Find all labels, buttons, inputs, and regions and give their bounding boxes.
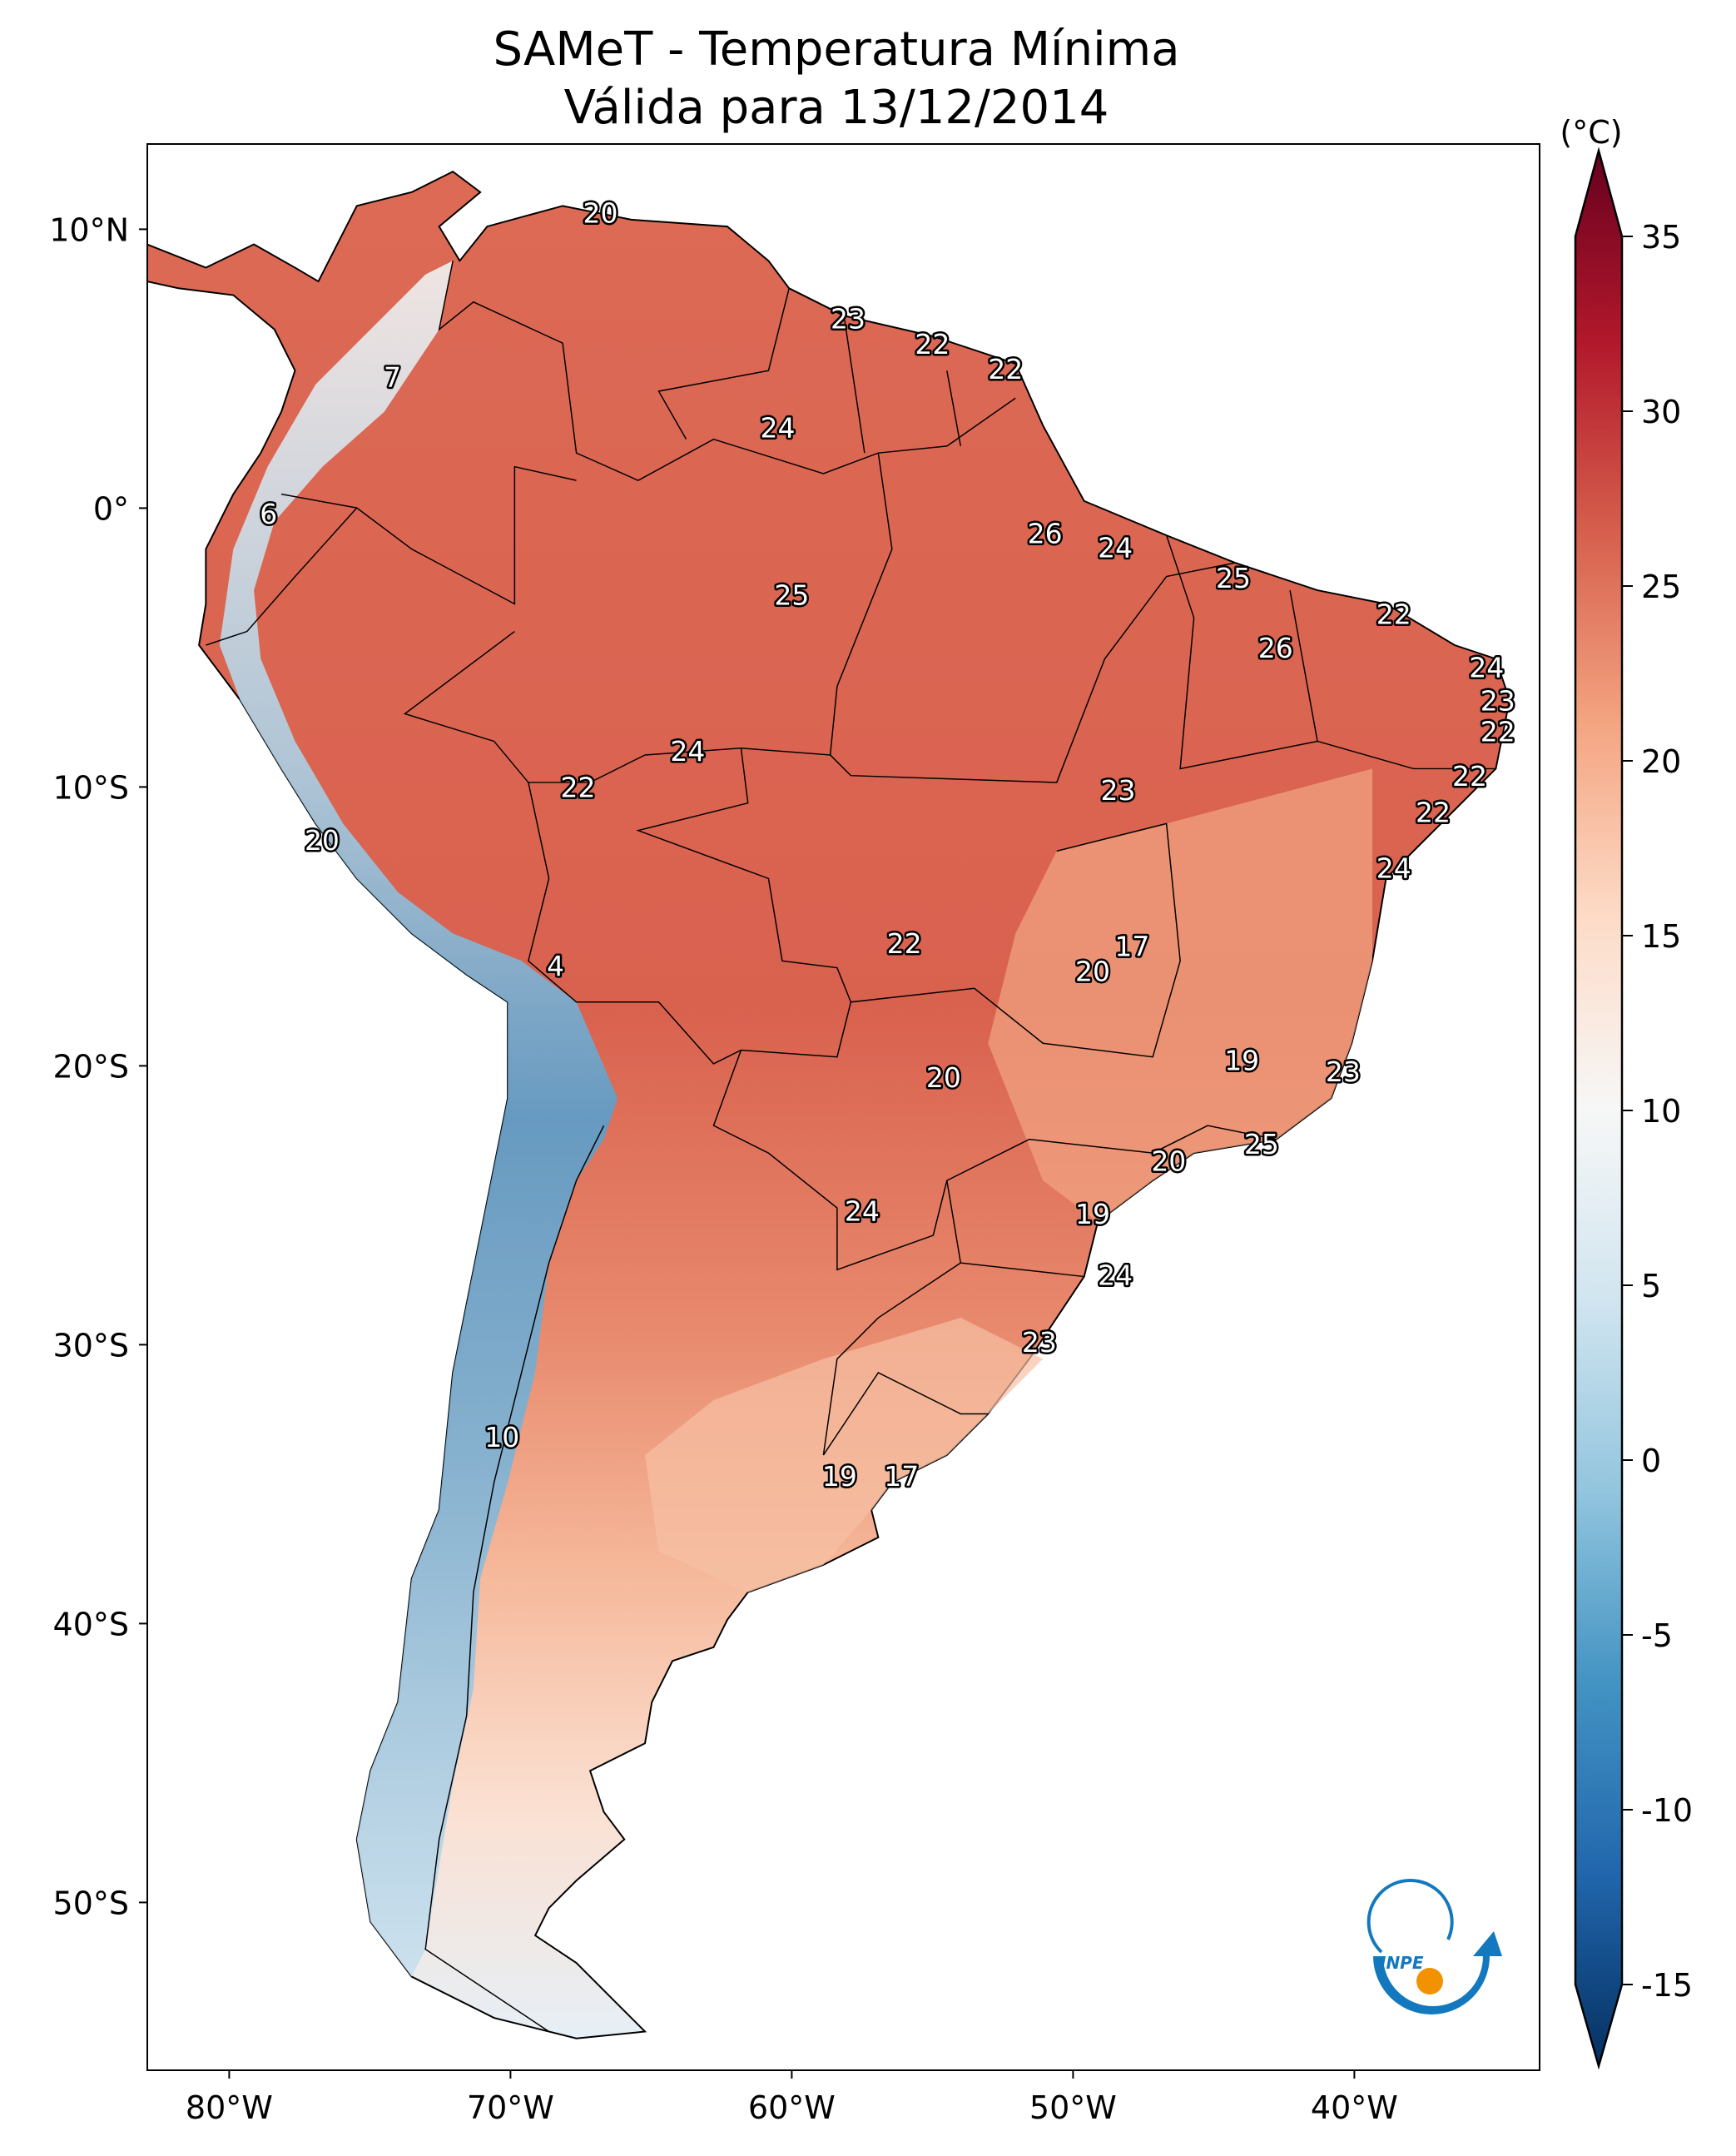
temperature-label: 19 xyxy=(822,1460,857,1493)
temperature-label: 17 xyxy=(884,1460,919,1493)
temperature-label: 20 xyxy=(1151,1145,1186,1177)
longitude-axis: 80°W 70°W 60°W 50°W 40°W xyxy=(186,2070,1398,2126)
latitude-axis: 10°N 0° 10°S 20°S 30°S 40°S 50°S xyxy=(49,211,147,1921)
colorbar-tick-label: 25 xyxy=(1641,569,1681,605)
temperature-label: 17 xyxy=(1114,930,1149,962)
temperature-label: 23 xyxy=(1326,1056,1361,1088)
temperature-label: 23 xyxy=(1022,1326,1057,1359)
temperature-label: 4 xyxy=(547,950,564,982)
colorbar-tick-label: 0 xyxy=(1641,1443,1661,1479)
temperature-label: 20 xyxy=(1075,956,1110,988)
temperature-label: 6 xyxy=(260,498,277,530)
lat-tick-label: 30°S xyxy=(53,1327,129,1364)
temperature-label: 24 xyxy=(1469,651,1504,683)
temperature-label: 24 xyxy=(670,735,705,768)
title-line2: Válida para 13/12/2014 xyxy=(564,81,1109,135)
colorbar-tick-label: 5 xyxy=(1641,1268,1661,1304)
lon-tick-label: 50°W xyxy=(1029,2089,1117,2126)
colorbar-tick-label: 10 xyxy=(1641,1093,1681,1130)
temperature-label: 22 xyxy=(1481,715,1515,748)
logo-ring xyxy=(1366,1879,1454,1954)
temperature-label: 22 xyxy=(561,771,596,803)
temperature-label: 26 xyxy=(1258,632,1293,664)
temperature-label: 19 xyxy=(1075,1198,1110,1230)
temperature-label: 7 xyxy=(384,361,401,394)
lon-tick-label: 70°W xyxy=(467,2089,554,2126)
temperature-label: 25 xyxy=(1216,562,1251,594)
colorbar-ticks: 35 30 25 20 15 10 5 0 -5 -10 -15 xyxy=(1622,219,1693,2004)
andes-cold-region xyxy=(219,261,618,1977)
temperature-label: 22 xyxy=(915,328,950,360)
lon-tick-label: 80°W xyxy=(186,2089,273,2126)
temperature-label: 22 xyxy=(1416,797,1451,829)
temperature-label: 24 xyxy=(1376,852,1411,885)
colorbar: (°C) 35 30 25 20 15 10 5 0 -5 -10 -15 xyxy=(1560,114,1693,2070)
temperature-label: 22 xyxy=(1376,599,1411,631)
country-borders xyxy=(206,261,1496,2033)
lon-tick-label: 60°W xyxy=(748,2089,836,2126)
temperature-label: 20 xyxy=(305,824,340,857)
colorbar-unit-label: (°C) xyxy=(1560,114,1622,151)
colorbar-tick-label: -5 xyxy=(1641,1617,1673,1654)
temperature-label: 10 xyxy=(484,1421,519,1453)
temperature-label: 25 xyxy=(1244,1128,1279,1160)
lat-tick-label: 40°S xyxy=(53,1606,129,1642)
temperature-label: 24 xyxy=(845,1195,880,1228)
colorbar-tick-label: 20 xyxy=(1641,743,1681,780)
logo-text: INPE xyxy=(1380,1953,1424,1973)
temperature-label: 23 xyxy=(1100,774,1135,807)
temperature-label: 24 xyxy=(761,411,796,444)
continent-landmass xyxy=(147,170,1510,2039)
lat-tick-label: 50°S xyxy=(53,1885,129,1921)
lat-tick-label: 0° xyxy=(93,490,129,527)
temperature-label: 20 xyxy=(926,1061,961,1094)
temperature-label: 24 xyxy=(1098,1259,1133,1292)
temperature-label: 24 xyxy=(1098,531,1133,564)
lat-tick-label: 10°N xyxy=(49,211,129,248)
colorbar-tick-label: 15 xyxy=(1641,918,1681,955)
temperature-label: 22 xyxy=(1452,760,1487,792)
temperature-label: 19 xyxy=(1224,1045,1259,1077)
temperature-label: 23 xyxy=(1481,685,1515,718)
temperature-label: 20 xyxy=(583,196,618,229)
lon-tick-label: 40°W xyxy=(1311,2089,1398,2126)
lat-tick-label: 10°S xyxy=(53,769,129,806)
colorbar-tick-label: 30 xyxy=(1641,394,1681,430)
logo-dot xyxy=(1416,1968,1443,1995)
temperature-label: 22 xyxy=(988,353,1023,385)
colorbar-tick-label: -10 xyxy=(1641,1792,1693,1829)
map-frame xyxy=(146,143,1540,2071)
temperature-label: 22 xyxy=(887,927,922,960)
temperature-label: 25 xyxy=(774,579,809,611)
colorbar-tick-label: -15 xyxy=(1641,1967,1693,2004)
title-line1: SAMeT - Temperatura Mínima xyxy=(493,22,1179,77)
southeast-brazil-mild-region xyxy=(988,768,1372,1222)
inpe-logo: INPE xyxy=(1366,1879,1502,2014)
lat-tick-label: 20°S xyxy=(53,1048,129,1085)
pampas-mild-region xyxy=(645,1318,1044,1592)
temperature-label: 26 xyxy=(1028,518,1063,550)
temperature-label: 23 xyxy=(831,303,866,335)
colorbar-body xyxy=(1574,147,1624,2070)
logo-arc xyxy=(1373,1931,1502,2014)
colorbar-tick-label: 35 xyxy=(1641,219,1681,256)
